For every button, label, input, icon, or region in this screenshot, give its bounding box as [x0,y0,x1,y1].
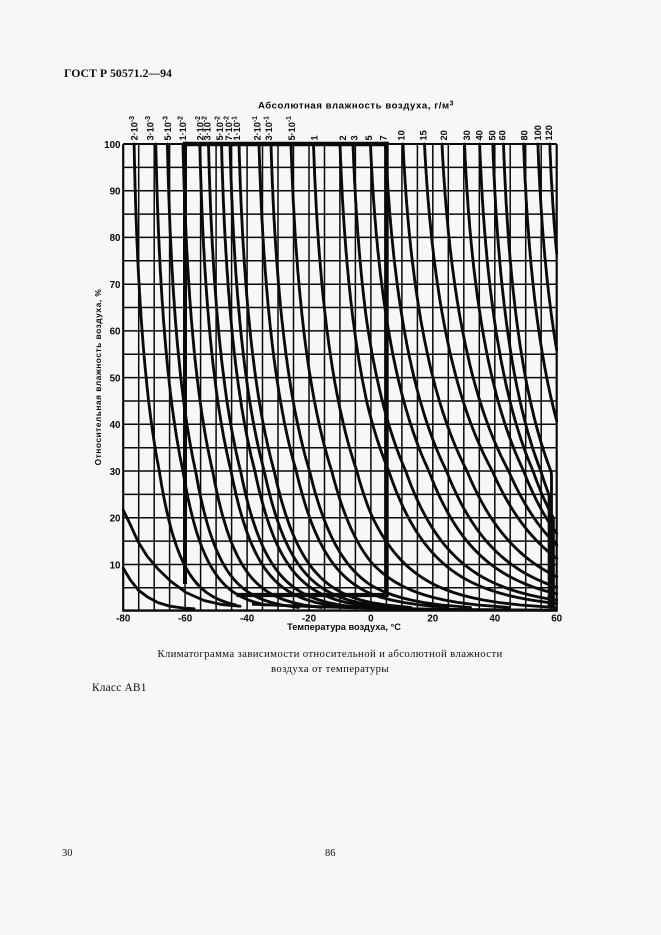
svg-text:0: 0 [368,614,374,625]
svg-text:3·10-3: 3·10-3 [145,116,156,141]
svg-text:20: 20 [439,130,449,140]
svg-text:1·10-2: 1·10-2 [177,116,188,141]
svg-text:15: 15 [419,130,429,140]
svg-text:30: 30 [110,467,121,478]
svg-text:60: 60 [498,130,508,140]
svg-text:10: 10 [110,560,121,571]
svg-text:Температура воздуха, °С: Температура воздуха, °С [287,622,401,632]
svg-text:7: 7 [379,135,389,140]
svg-text:-80: -80 [116,614,131,625]
svg-text:80: 80 [110,233,121,244]
svg-text:5: 5 [364,135,374,140]
svg-text:20: 20 [110,514,121,525]
svg-text:40: 40 [110,420,121,431]
svg-text:-40: -40 [240,614,255,625]
svg-text:40: 40 [489,614,500,625]
svg-text:5·10-1: 5·10-1 [286,116,297,141]
svg-text:50: 50 [487,130,497,140]
svg-text:1·10-1: 1·10-1 [231,116,242,141]
svg-text:70: 70 [110,280,121,291]
svg-text:1: 1 [309,135,319,140]
svg-text:-60: -60 [178,614,193,625]
svg-text:120: 120 [544,125,554,140]
svg-text:50: 50 [110,373,121,384]
svg-text:80: 80 [519,130,529,140]
svg-text:5·10-3: 5·10-3 [163,116,174,141]
svg-text:40: 40 [475,130,485,140]
svg-text:2·10-1: 2·10-1 [252,116,263,141]
svg-text:3·10-1: 3·10-1 [263,116,274,141]
svg-text:90: 90 [110,187,121,198]
svg-text:5·10-2: 5·10-2 [214,116,225,141]
svg-text:60: 60 [110,327,121,338]
svg-text:20: 20 [427,614,438,625]
svg-text:30: 30 [462,130,472,140]
svg-text:Относительная влажность воздух: Относительная влажность воздуха, % [93,289,103,466]
svg-text:100: 100 [533,125,543,140]
svg-text:2·10-2: 2·10-2 [195,116,206,141]
svg-text:3·10-2: 3·10-2 [202,116,213,141]
svg-text:100: 100 [104,140,121,151]
svg-text:2·10-3: 2·10-3 [129,116,140,141]
svg-text:7·10-2: 7·10-2 [223,116,234,141]
svg-text:-20: -20 [302,614,317,625]
svg-text:10: 10 [396,130,406,140]
svg-text:3: 3 [350,135,360,140]
svg-text:Абсолютная влажность воздуха,: Абсолютная влажность воздуха, г/м3 [258,101,454,112]
svg-text:2: 2 [338,135,348,140]
svg-text:60: 60 [551,614,562,625]
